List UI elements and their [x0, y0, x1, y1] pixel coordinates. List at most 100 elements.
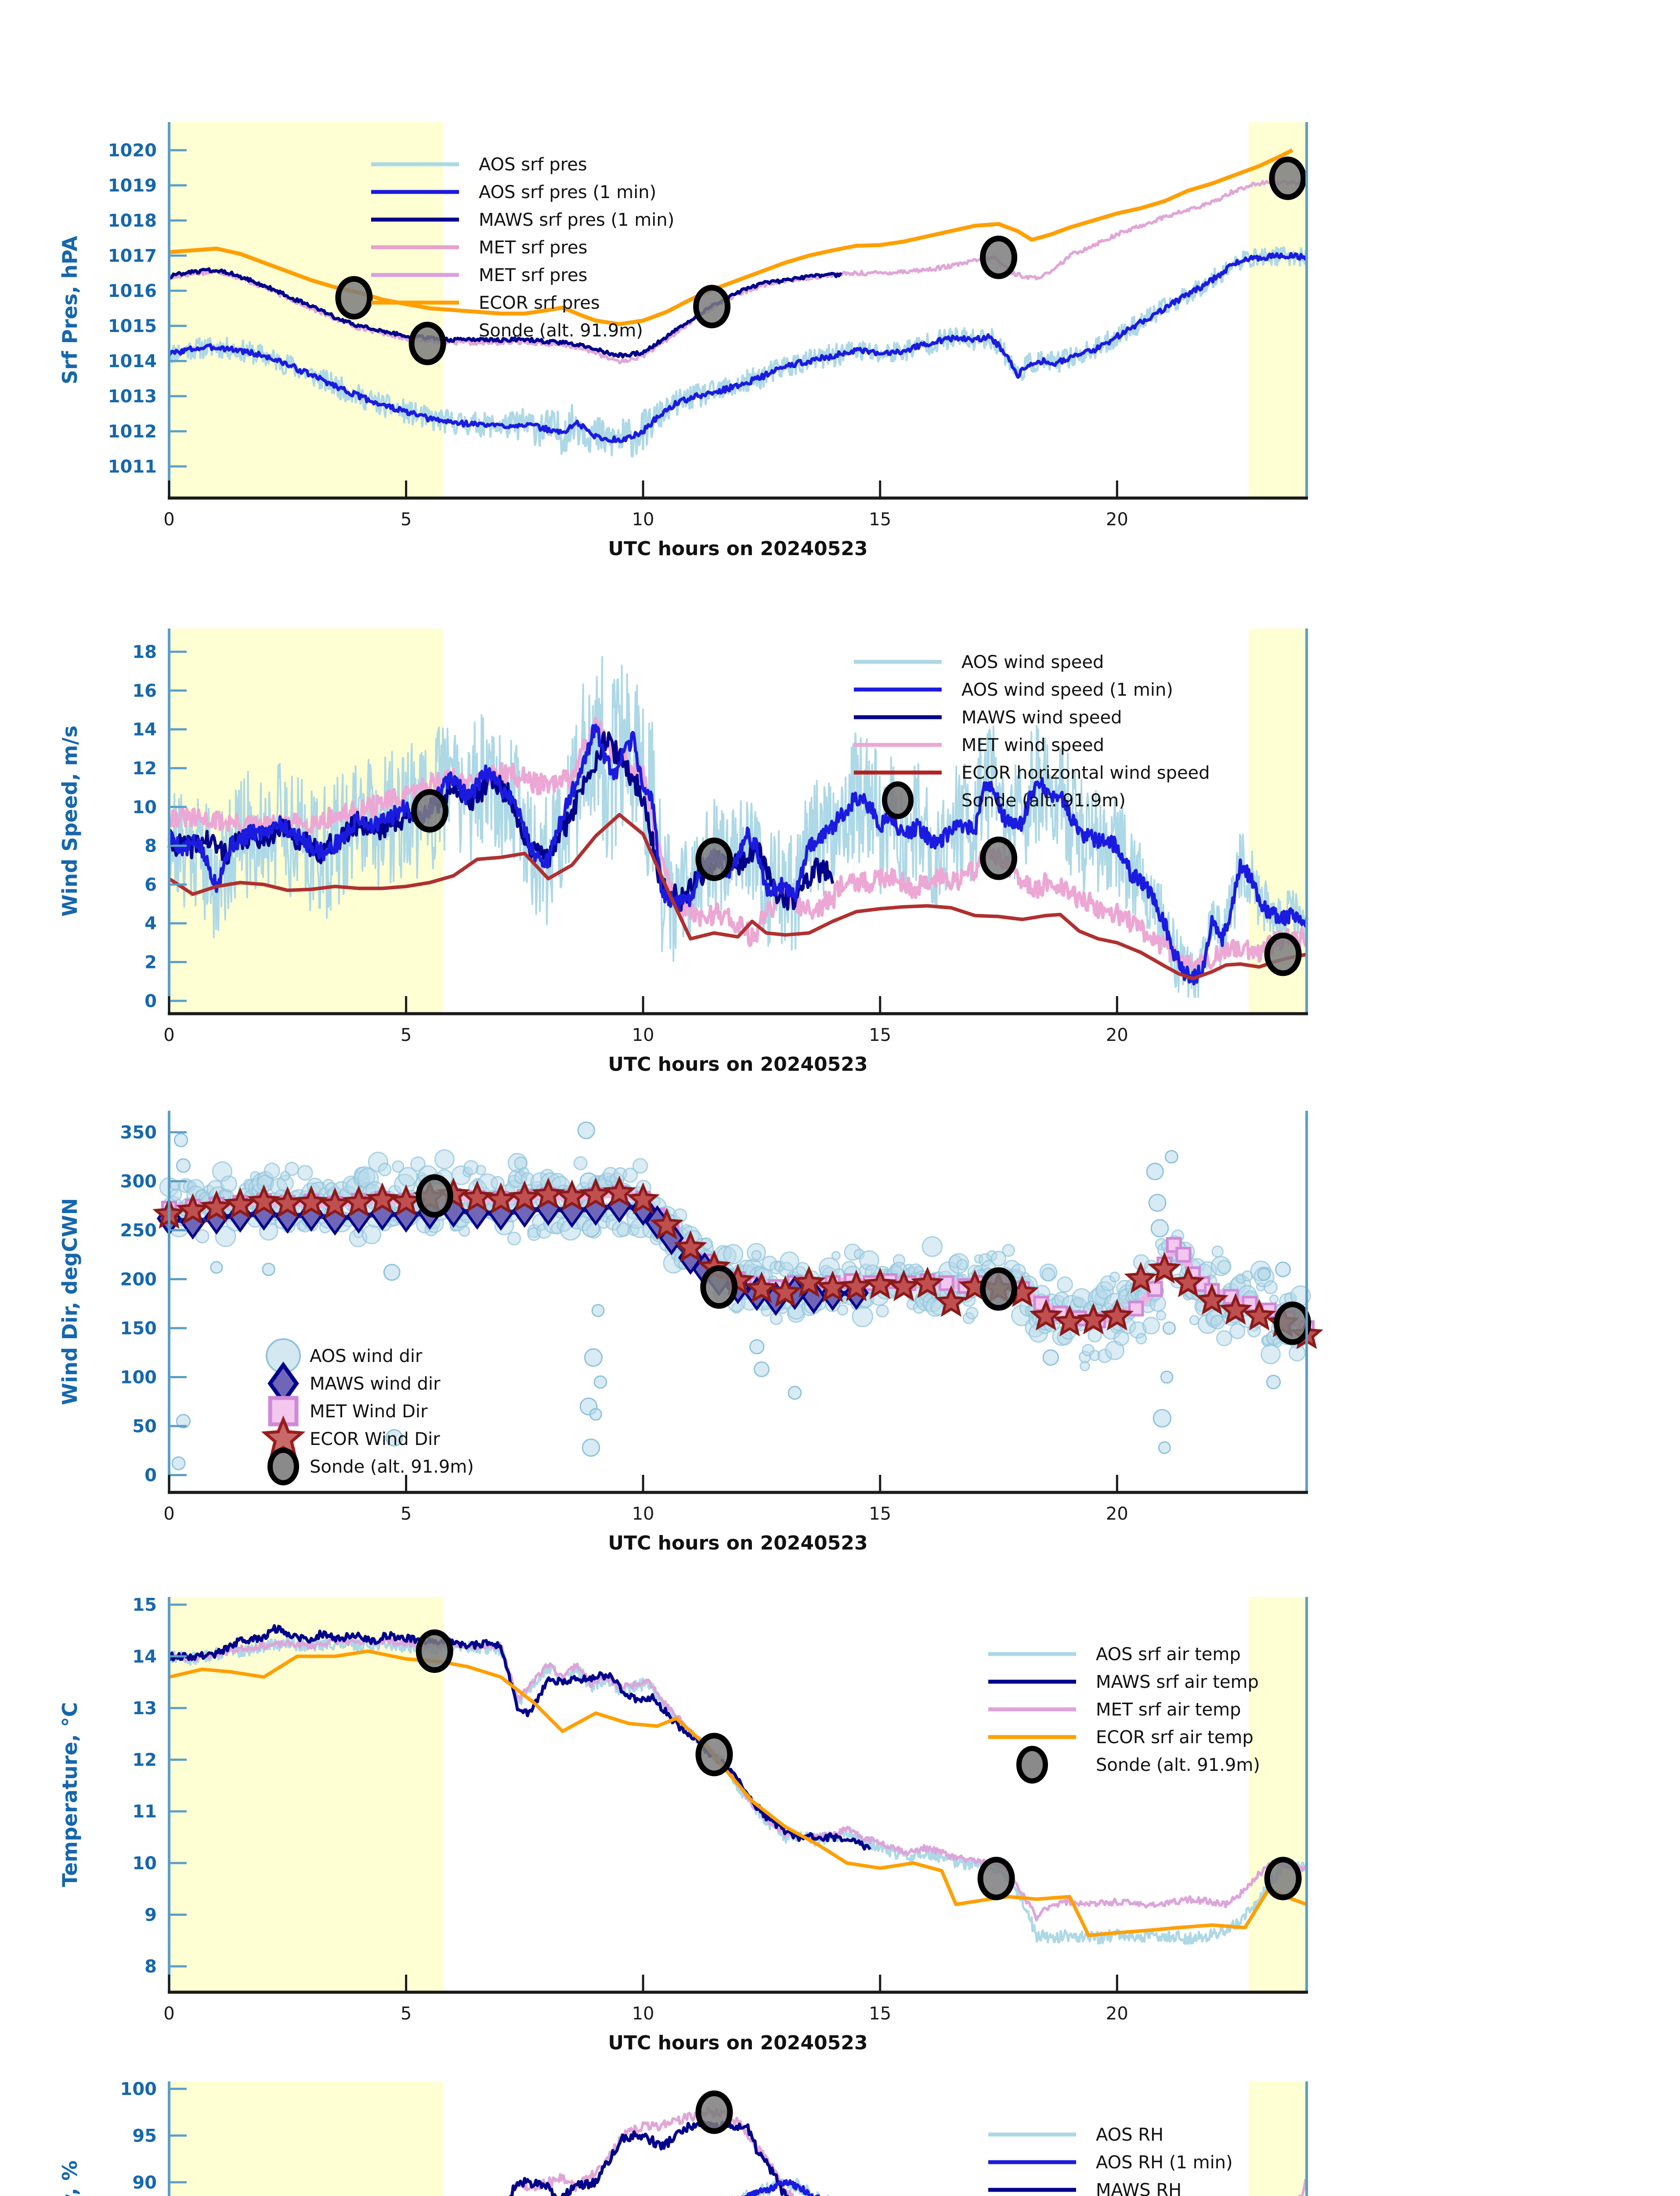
- y-tick-label: 1018: [108, 211, 157, 231]
- y-tick-label: 1020: [108, 141, 157, 161]
- scatter-point: [1109, 1271, 1120, 1282]
- scatter-point: [921, 1236, 943, 1257]
- legend-label: AOS wind speed: [961, 652, 1104, 672]
- sonde-marker: [1264, 1856, 1302, 1900]
- scatter-point: [1156, 1310, 1167, 1321]
- y-tick-label: 150: [120, 1318, 157, 1339]
- legend-sonde-marker: [882, 781, 914, 819]
- y-tick-label: 12: [132, 1750, 157, 1770]
- scatter-point: [169, 1188, 182, 1201]
- legend-label: MET srf air temp: [1096, 1700, 1241, 1720]
- scatter-point: [195, 1229, 210, 1244]
- scatter-point: [852, 1306, 874, 1327]
- star-marker: [176, 1193, 210, 1225]
- y-tick-label: 200: [120, 1270, 157, 1290]
- scatter-point: [632, 1158, 648, 1174]
- star-marker: [1243, 1299, 1276, 1331]
- scatter-outlier: [589, 1408, 602, 1421]
- star-marker: [1077, 1303, 1110, 1335]
- sonde-marker: [695, 2090, 733, 2134]
- legend-label: Sonde (alt. 91.9m): [1096, 1755, 1260, 1775]
- y-axis-label: Srf Pres, hPA: [58, 236, 82, 385]
- sonde-marker: [1269, 156, 1307, 200]
- legend-sonde-marker: [1016, 1746, 1048, 1784]
- series-aos-srf-pres-(1-min): [168, 252, 1308, 444]
- scatter-outlier: [262, 1263, 275, 1276]
- sonde-marker: [693, 285, 731, 329]
- legend-label: Sonde (alt. 91.9m): [961, 791, 1126, 811]
- y-tick-label: 1012: [108, 422, 157, 442]
- x-tick-label: 10: [632, 509, 654, 530]
- scatter-point: [476, 1165, 487, 1176]
- scatter-point: [1189, 1315, 1199, 1326]
- legend-label: AOS srf pres: [479, 155, 587, 175]
- star-marker: [294, 1185, 328, 1217]
- series-ecor-horizontal-wind-speed: [168, 813, 1307, 981]
- sonde-marker: [695, 1733, 733, 1777]
- y-axis-label: Wind Dir, degCWN: [58, 1198, 82, 1405]
- x-tick-label: 5: [401, 2004, 412, 2024]
- shaded-band: [1249, 1597, 1307, 1992]
- scatter-point: [831, 1251, 841, 1261]
- y-tick-label: 4: [145, 914, 157, 934]
- scatter-point: [1057, 1276, 1073, 1293]
- x-tick-label: 10: [632, 2004, 654, 2024]
- scatter-outlier: [1158, 1441, 1171, 1454]
- scatter-outlier: [383, 1264, 401, 1281]
- scatter-outlier: [1257, 1268, 1271, 1281]
- scatter-point: [780, 1251, 800, 1271]
- sonde-marker: [408, 321, 446, 365]
- star-marker: [460, 1180, 494, 1212]
- legend-label: AOS wind dir: [310, 1346, 423, 1366]
- series-maws-srf-pres-(1-min): [168, 267, 843, 358]
- x-tick-label: 0: [163, 2004, 174, 2024]
- y-tick-label: 95: [132, 2126, 157, 2146]
- y-tick-label: 100: [120, 1368, 157, 1388]
- y-tick-label: 14: [132, 1647, 157, 1667]
- scatter-point: [990, 1250, 1007, 1267]
- x-tick-label: 15: [869, 1504, 891, 1524]
- scatter-point: [1002, 1244, 1015, 1257]
- y-tick-label: 1019: [108, 176, 157, 196]
- scatter-point: [573, 1156, 588, 1170]
- y-tick-label: 1011: [108, 457, 157, 477]
- scatter-outlier: [1162, 1321, 1176, 1335]
- legend-label: MET wind speed: [961, 735, 1104, 755]
- star-marker: [910, 1266, 944, 1298]
- star-marker: [1124, 1261, 1158, 1293]
- scatter-point: [1210, 1315, 1225, 1330]
- scatter-point: [1217, 1260, 1232, 1275]
- y-tick-label: 1013: [108, 386, 157, 407]
- legend-label: MAWS wind speed: [961, 708, 1122, 728]
- y-tick-label: 1015: [108, 316, 157, 336]
- scatter-outlier: [584, 1348, 603, 1367]
- y-tick-label: 1017: [108, 246, 157, 266]
- star-marker: [1171, 1265, 1205, 1297]
- sonde-marker: [1264, 932, 1302, 976]
- scatter-point: [1113, 1330, 1129, 1346]
- star-marker: [200, 1190, 233, 1222]
- x-tick-label: 5: [401, 1025, 412, 1045]
- series-met-srf-pres: [168, 179, 1308, 365]
- scatter-point: [751, 1250, 762, 1261]
- scatter-outlier: [171, 1456, 186, 1470]
- star-marker: [603, 1175, 636, 1207]
- star-marker: [934, 1285, 968, 1317]
- legend-label: ECOR srf air temp: [1096, 1727, 1254, 1748]
- x-axis-label: UTC hours on 20240523: [608, 1532, 867, 1554]
- series-aos-wind-speed-(1-min): [167, 723, 1308, 986]
- shaded-band: [169, 1597, 443, 1992]
- square-marker: [1147, 1281, 1163, 1297]
- sonde-marker: [415, 1629, 453, 1673]
- sonde-marker: [977, 1856, 1015, 1900]
- scatter-point: [1229, 1323, 1246, 1339]
- y-tick-label: 8: [145, 836, 157, 856]
- legend-label: AOS RH (1 min): [1096, 2153, 1233, 2173]
- y-axis-label: Wind Speed, m/s: [58, 726, 82, 917]
- x-tick-label: 0: [163, 509, 174, 530]
- scatter-point: [956, 1259, 968, 1271]
- legend-label: AOS wind speed (1 min): [961, 680, 1173, 700]
- star-marker: [1219, 1293, 1253, 1325]
- scatter-point: [264, 1163, 280, 1179]
